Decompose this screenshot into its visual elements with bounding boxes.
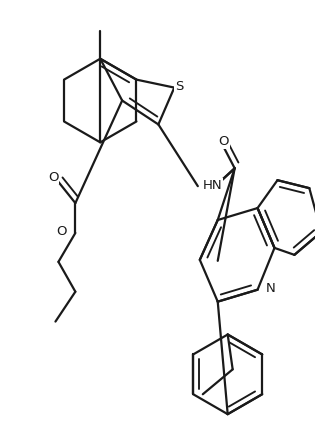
Text: N: N — [265, 282, 275, 295]
Text: S: S — [175, 80, 184, 93]
Text: O: O — [218, 135, 229, 148]
Text: O: O — [48, 171, 59, 184]
Text: O: O — [56, 225, 67, 238]
Text: HN: HN — [203, 179, 222, 192]
